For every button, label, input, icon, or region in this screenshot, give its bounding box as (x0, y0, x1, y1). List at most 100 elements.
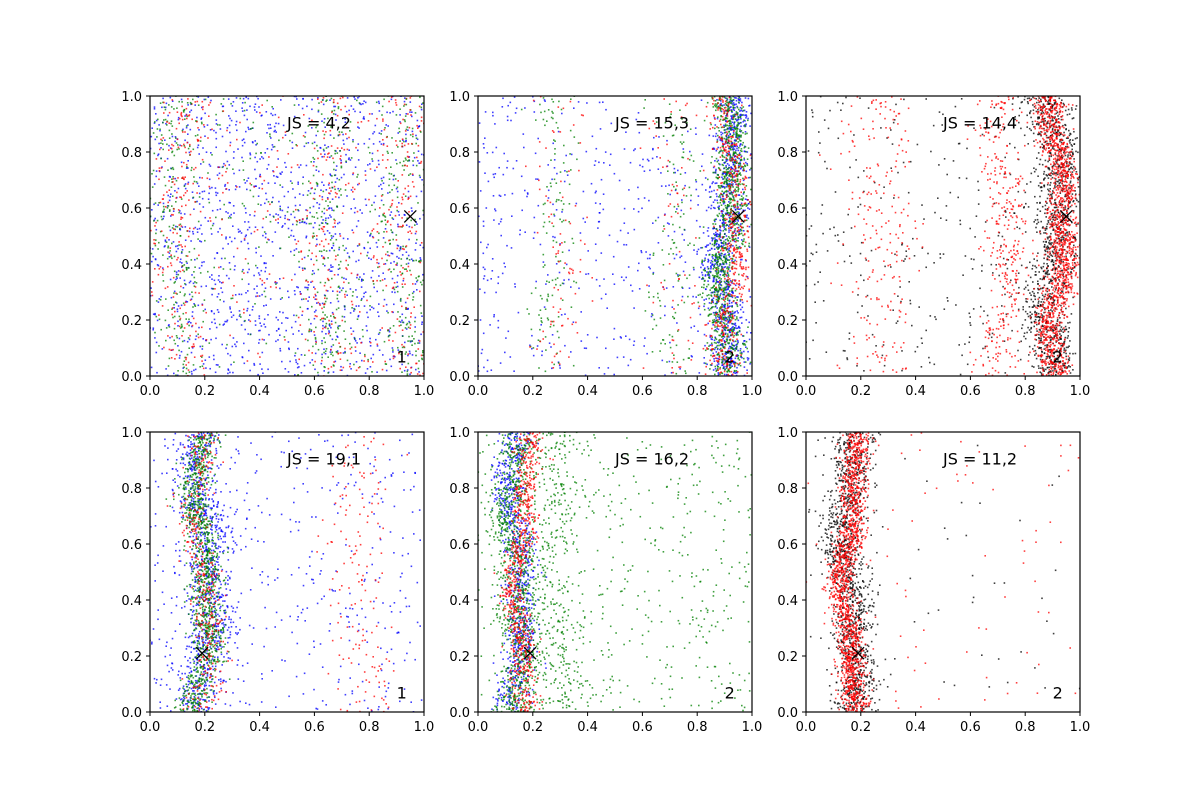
scatter-point (660, 172, 662, 174)
scatter-point (745, 319, 748, 321)
scatter-point (217, 293, 220, 295)
scatter-point (238, 293, 240, 296)
scatter-point (707, 271, 710, 273)
scatter-point (714, 171, 716, 174)
scatter-point (296, 286, 298, 288)
scatter-point (378, 349, 381, 351)
scatter-point (405, 268, 407, 270)
scatter-point (413, 306, 415, 308)
scatter-point (233, 151, 235, 153)
scatter-point (155, 315, 158, 318)
scatter-point (363, 247, 366, 250)
scatter-point (727, 179, 729, 182)
scatter-point (199, 210, 202, 213)
scatter-point (246, 188, 248, 191)
scatter-point (380, 143, 383, 145)
scatter-point (202, 367, 205, 370)
scatter-point (256, 292, 258, 294)
scatter-point (174, 322, 176, 325)
scatter-point (215, 137, 218, 140)
scatter-point (308, 328, 311, 330)
scatter-point (415, 277, 417, 279)
scatter-point (723, 357, 725, 360)
scatter-point (178, 100, 180, 103)
scatter-point (743, 238, 745, 240)
scatter-point (690, 199, 692, 202)
scatter-point (700, 266, 702, 269)
y-tick-label: 1.0 (121, 90, 142, 105)
scatter-point (637, 210, 640, 213)
scatter-point (738, 157, 740, 160)
scatter-point (208, 201, 211, 204)
scatter-point (740, 308, 742, 311)
scatter-point (263, 282, 266, 284)
scatter-point (241, 107, 243, 109)
scatter-point (181, 266, 183, 268)
scatter-point (222, 268, 225, 270)
scatter-point (165, 241, 168, 243)
scatter-point (310, 322, 312, 325)
scatter-point (721, 173, 724, 176)
scatter-point (404, 187, 406, 190)
scatter-point (732, 196, 735, 198)
scatter-point (498, 194, 501, 197)
scatter-point (160, 215, 163, 218)
scatter-point (735, 244, 738, 247)
scatter-point (725, 235, 728, 237)
scatter-point (664, 213, 666, 216)
scatter-point (697, 301, 700, 304)
scatter-point (382, 272, 384, 274)
scatter-point (295, 144, 297, 146)
scatter-point (338, 291, 341, 293)
scatter-point (198, 192, 201, 195)
scatter-point (209, 217, 211, 219)
scatter-point (384, 219, 387, 221)
scatter-point (408, 350, 411, 353)
scatter-point (718, 167, 721, 170)
scatter-point (394, 291, 396, 294)
scatter-point (730, 166, 732, 168)
scatter-point (263, 262, 266, 264)
scatter-point (603, 373, 606, 375)
scatter-point (749, 169, 751, 171)
scatter-point (742, 120, 744, 123)
scatter-point (162, 267, 164, 269)
scatter-point (730, 227, 733, 229)
scatter-point (150, 147, 152, 150)
scatter-point (290, 166, 293, 169)
scatter-point (391, 199, 394, 202)
scatter-point (598, 212, 601, 214)
scatter-point (258, 106, 260, 108)
scatter-point (744, 164, 746, 167)
scatter-point (290, 213, 292, 216)
scatter-point (714, 234, 716, 237)
scatter-point (180, 111, 183, 114)
scatter-point (737, 96, 740, 98)
scatter-point (394, 214, 397, 217)
scatter-point (594, 160, 597, 162)
scatter-point (266, 99, 268, 102)
scatter-point (311, 108, 313, 111)
scatter-point (602, 193, 605, 195)
scatter-point (173, 327, 176, 330)
scatter-point (316, 185, 319, 187)
scatter-point (716, 257, 718, 259)
scatter-point (633, 307, 635, 309)
scatter-point (723, 275, 726, 278)
scatter-point (703, 299, 705, 301)
scatter-point (415, 259, 417, 262)
scatter-point (195, 322, 197, 325)
scatter-point (194, 201, 196, 203)
scatter-point (202, 161, 205, 163)
scatter-point (187, 160, 189, 162)
scatter-point (729, 353, 732, 355)
scatter-point (728, 225, 730, 227)
scatter-point (191, 315, 194, 318)
scatter-point (307, 142, 310, 144)
scatter-point (337, 106, 340, 108)
scatter-point (189, 334, 191, 337)
scatter-point (332, 290, 334, 292)
scatter-point (272, 196, 274, 199)
scatter-point (166, 286, 169, 288)
scatter-point (726, 280, 729, 282)
